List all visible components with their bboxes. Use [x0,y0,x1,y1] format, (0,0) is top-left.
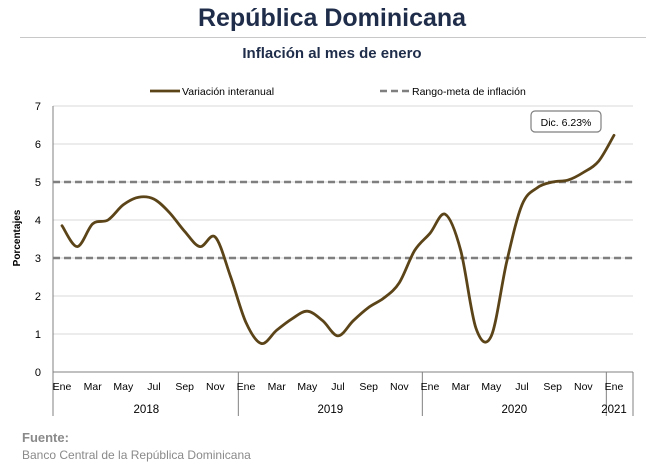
x-tick-label: Jul [515,381,528,393]
target-range-lines [53,180,633,260]
x-tick-label: May [113,381,134,393]
annotation-text: Dic. 6.23% [541,117,592,129]
x-tick-label: Jul [147,381,160,393]
chart-title: República Dominicana [197,4,467,32]
y-tick-label: 1 [35,329,41,341]
annotation-box [530,110,602,133]
annotation: Dic. 6.23% [530,110,602,133]
y-tick-label: 3 [35,253,41,265]
y-tick-label: 0 [35,367,41,379]
source-label: Fuente: [22,430,69,445]
x-tick-label: Jul [331,381,344,393]
grid-lines [53,105,633,335]
y-tick-labels: 0 1 2 3 4 5 6 7 [35,101,41,379]
axes [52,106,634,416]
legend: Variación interanual Rango-meta de inflac… [150,86,526,98]
x-tick-labels: Ene Mar May Jul Sep Nov Ene Mar May Jul Sep Nov Ene M… [53,381,627,416]
series-line-variacion-interanual [60,133,616,345]
y-tick-label: 2 [35,291,41,303]
x-tick-label: Sep [543,381,562,393]
y-axis-label: Porcentajes [12,209,23,266]
year-label: 2021 [601,404,627,416]
x-tick-label: Mar [452,381,471,393]
y-tick-label: 6 [35,139,41,151]
year-label: 2018 [134,404,160,416]
x-tick-label: Mar [84,381,103,393]
x-tick-label: Sep [175,381,194,393]
x-tick-label: Nov [574,381,593,393]
x-tick-label: Ene [421,381,440,393]
chart-subtitle: Inflación al mes de enero [242,45,422,62]
source-text: Banco Central de la República Dominicana [22,448,251,462]
year-label: 2020 [502,404,528,416]
legend-label-variacion: Variación interanual [182,86,274,98]
y-tick-label: 5 [35,177,41,189]
x-tick-label: Ene [53,381,72,393]
series-lines [60,133,616,345]
title-divider [20,37,646,38]
x-tick-label: Ene [605,381,624,393]
legend-label-rango: Rango-meta de inflación [412,86,526,98]
y-tick-label: 7 [35,101,41,113]
x-tick-label: May [297,381,318,393]
y-tick-label: 4 [35,215,41,227]
x-tick-label: Mar [268,381,287,393]
year-label: 2019 [318,404,344,416]
x-tick-label: May [481,381,502,393]
x-tick-label: Nov [390,381,409,393]
x-tick-label: Sep [359,381,378,393]
x-tick-label: Nov [206,381,225,393]
x-tick-label: Ene [237,381,256,393]
